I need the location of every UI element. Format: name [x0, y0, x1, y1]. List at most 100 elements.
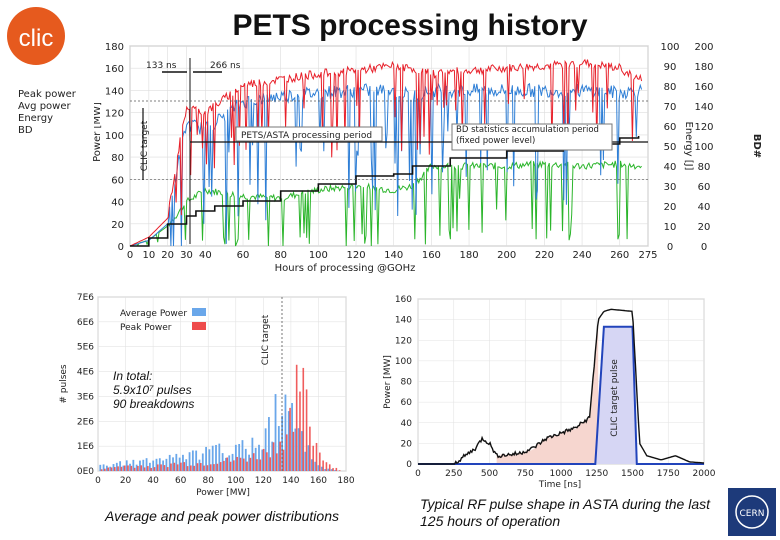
pulse-y-tick: 60: [401, 398, 413, 408]
avg-power-bar: [125, 460, 128, 471]
annot-133ns: 133 ns: [146, 61, 177, 71]
avg-power-bar: [228, 455, 231, 471]
pulse-series: [418, 308, 705, 465]
peak-power-bar: [302, 367, 305, 471]
peak-power-bar: [213, 464, 215, 471]
peak-power-bar: [319, 452, 321, 471]
avg-power-bar: [178, 457, 181, 471]
avg-power-bar: [277, 426, 280, 471]
peak-power-bar: [176, 464, 179, 471]
avg-power-bar: [317, 465, 320, 471]
avg-power-bar: [304, 451, 307, 471]
avg-power-bar: [115, 462, 118, 471]
avg-power-bar: [215, 444, 217, 471]
avg-power-bar: [191, 450, 194, 471]
history-x-ticks: 0 10 20 30 40 60 80 100 120 140 160 180 200 220 240 260…: [127, 250, 658, 261]
history-x-tick: 10: [142, 250, 155, 261]
avg-power-bar: [158, 458, 161, 471]
history-bd-tick: 120: [694, 122, 713, 133]
peak-power-bar: [163, 465, 166, 471]
history-energy-tick: 60: [664, 122, 677, 133]
avg-power-bar: [172, 457, 174, 471]
peak-power-line: [129, 58, 643, 247]
annot-bd-stats: BD statistics accumulation period (fixed…: [456, 125, 599, 146]
avg-power-bar: [122, 465, 125, 471]
history-bd-tick: 0: [701, 242, 707, 253]
peak-power-bar: [117, 466, 119, 471]
avg-power-bar: [188, 452, 191, 471]
dist-legend-peak: Peak Power: [120, 323, 172, 333]
peak-power-bar: [203, 465, 205, 471]
cern-logo: CERN: [728, 488, 776, 536]
peak-power-bar: [289, 407, 291, 471]
avg-power-bar: [251, 437, 254, 471]
history-y-tick: 140: [105, 86, 124, 97]
dist-x-tick: 160: [310, 476, 327, 486]
avg-power-bar: [307, 445, 310, 471]
history-x-tick: 180: [460, 250, 479, 261]
peak-power-bar: [242, 458, 245, 471]
history-legend: [8, 84, 94, 136]
history-energy-tick: 10: [664, 222, 677, 233]
peak-power-bar: [252, 453, 255, 471]
avg-power-bar: [238, 444, 241, 471]
history-energy-tick: 20: [664, 202, 677, 213]
avg-power-bar: [314, 461, 317, 471]
cern-logo-text: CERN: [740, 509, 765, 519]
peak-power-bar: [153, 467, 156, 471]
legend-avg-power: Avg power: [18, 101, 71, 112]
dist-y-tick: 5E6: [77, 343, 94, 353]
avg-power-bar: [168, 454, 171, 471]
avg-power-bar: [271, 441, 274, 471]
peak-power-bar: [282, 449, 285, 471]
peak-power-bar: [219, 462, 222, 471]
peak-power-bar: [127, 465, 129, 471]
annot-pets-asta: PETS/ASTA processing period: [241, 131, 372, 141]
avg-power-bar: [330, 469, 333, 471]
avg-power-bar: [109, 466, 112, 471]
history-energy-tick: 80: [664, 82, 677, 93]
peak-power-bar: [226, 457, 229, 471]
dist-x-tick: 180: [337, 476, 354, 486]
history-energy-tick: 70: [664, 102, 677, 113]
peak-power-bar: [150, 467, 152, 471]
bd-stats-text-wrap: BD statistics accumulation period (fixed…: [456, 125, 599, 146]
avg-power-bar: [244, 448, 247, 471]
history-y-tick: 40: [111, 198, 124, 209]
pulse-x-ticks: 0 250 500 750 1000 1250 1500 1750 2000: [415, 469, 716, 479]
avg-power-bar: [264, 428, 267, 471]
peak-power-bar: [256, 459, 258, 471]
peak-power-bar: [229, 461, 232, 471]
avg-power-bar: [254, 447, 257, 471]
dist-y-tick: 3E6: [77, 392, 94, 402]
avg-power-bar: [175, 453, 178, 471]
dist-y-tick: 2E6: [77, 417, 94, 427]
avg-power-bar: [248, 454, 250, 471]
history-x-tick: 275: [638, 250, 657, 261]
history-bd-tick: 80: [698, 162, 711, 173]
history-energy-tick: 90: [664, 62, 677, 73]
distribution-grid: [97, 296, 347, 472]
peak-power-bar: [147, 466, 149, 471]
dist-legend-avg-swatch: [192, 308, 206, 316]
peak-power-bar: [209, 464, 212, 471]
peak-power-bar: [100, 469, 103, 471]
history-y-tick: 160: [105, 64, 124, 75]
peak-power-bar: [196, 463, 199, 471]
avg-power-bar: [99, 464, 102, 471]
pulse-y-tick: 20: [401, 439, 413, 449]
history-x-tick: 240: [573, 250, 592, 261]
avg-power-bar: [105, 465, 108, 471]
avg-power-bar: [301, 431, 303, 471]
avg-power-bar: [119, 461, 122, 471]
pulse-x-tick: 750: [517, 469, 534, 479]
measured-pulse-line: [418, 308, 705, 465]
peak-power-bar: [239, 457, 242, 471]
pulse-y-tick: 80: [401, 378, 413, 388]
history-x-tick: 100: [309, 250, 328, 261]
distribution-x-ticks: 0 20 40 60 80 100 120 140 160 180: [95, 476, 355, 486]
avg-power-bar: [261, 449, 264, 471]
history-y-tick: 60: [111, 175, 124, 186]
distribution-chart: 0 20 40 60 80 100 120 140 160 180 0E0 1E6 2E6 3E6 4E6…: [59, 293, 355, 498]
peak-power-bar: [322, 460, 324, 471]
